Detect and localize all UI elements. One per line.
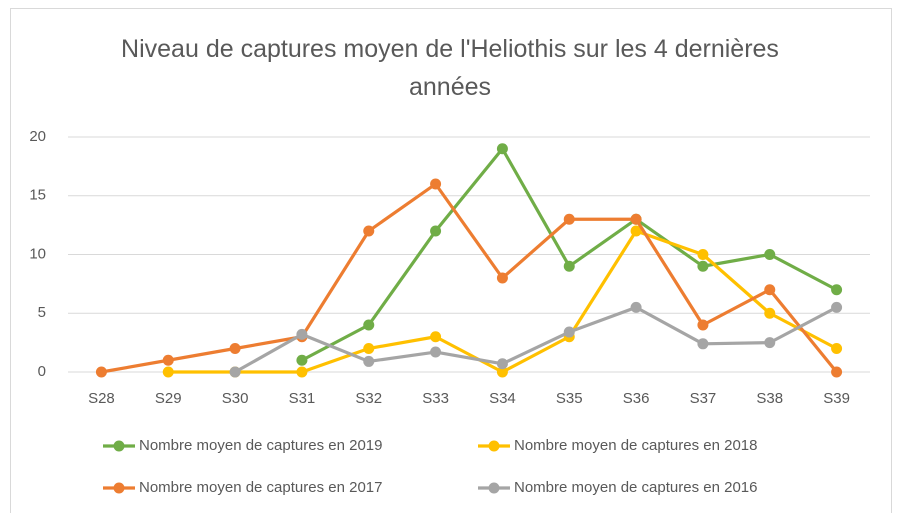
series-line [168,229,838,374]
y-tick-label: 10 [29,245,46,262]
x-tick-label: S36 [623,390,650,407]
legend-marker [113,440,125,452]
point [229,343,241,354]
point [697,260,709,272]
y-tick-label: 5 [38,304,46,321]
point [831,343,843,354]
point [563,213,575,225]
point [229,366,241,378]
legend-marker [488,482,500,494]
point [630,225,642,237]
x-tick-label: S34 [489,390,516,407]
x-tick-label: S38 [756,390,783,407]
point [496,358,508,370]
point [162,366,174,378]
point [363,355,375,367]
point [831,366,843,378]
legend-marker [488,440,500,452]
point [296,366,308,378]
point [764,307,776,319]
legend-label: Nombre moyen de captures en 2016 [514,479,757,496]
chart-title: Niveau de captures moyen de l'Heliothis … [121,35,779,101]
point [630,213,642,225]
point [697,338,709,350]
x-tick-label: S32 [355,390,382,407]
legend-label: Nombre moyen de captures en 2018 [514,437,757,454]
y-tick-label: 15 [29,187,46,204]
point [831,284,843,296]
point [363,343,375,354]
point [363,319,375,331]
point [296,354,308,366]
x-tick-label: S31 [289,390,316,407]
x-tick-label: S37 [690,390,717,407]
point [430,225,442,237]
point [496,143,508,155]
series-line [101,182,838,374]
legend-marker [113,482,125,494]
point [430,331,442,343]
x-tick-label: S33 [422,390,449,407]
x-tick-label: S28 [88,390,115,407]
point [430,346,442,358]
point [162,354,174,366]
x-tick-label: S39 [823,390,850,407]
x-tick-label: S29 [155,390,182,407]
point [563,326,575,338]
point [430,178,442,190]
series-line [234,305,838,374]
point [697,319,709,331]
point [764,337,776,349]
point [764,249,776,260]
y-tick-label: 0 [38,363,46,380]
point [363,225,375,237]
point [296,328,308,340]
x-tick-label: S35 [556,390,583,407]
point [764,284,776,296]
point [496,272,508,284]
point [697,249,709,260]
legend-label: Nombre moyen de captures en 2019 [139,437,382,454]
point [95,366,107,378]
point [831,301,843,313]
legend-label: Nombre moyen de captures en 2017 [139,479,382,496]
point [496,366,508,378]
y-tick-label: 20 [29,128,46,145]
point [563,260,575,272]
x-tick-label: S30 [222,390,249,407]
chart-frame [10,8,892,513]
point [630,301,642,313]
